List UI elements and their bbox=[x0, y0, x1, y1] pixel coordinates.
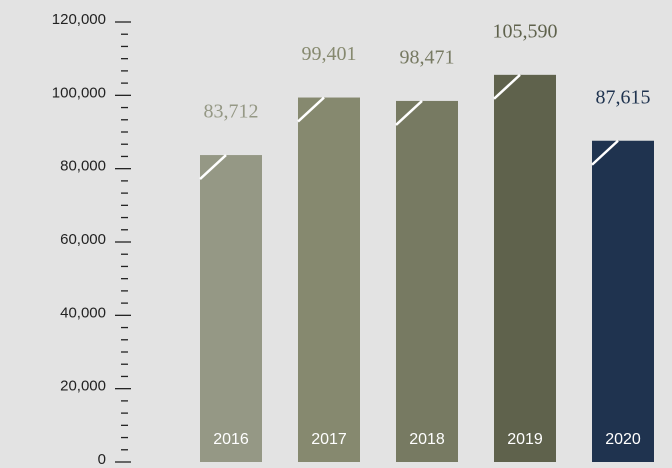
bar bbox=[494, 74, 556, 462]
y-tick-label: 80,000 bbox=[60, 158, 106, 175]
bar-accent bbox=[493, 73, 521, 100]
x-tick-label: 2019 bbox=[507, 431, 543, 448]
x-tick-label: 2017 bbox=[311, 431, 347, 448]
bar-accent bbox=[199, 154, 227, 180]
bar-accent bbox=[297, 96, 325, 123]
value-label: 105,590 bbox=[493, 20, 558, 42]
y-tick-label: 40,000 bbox=[60, 304, 106, 321]
bar-accent bbox=[395, 100, 423, 126]
value-label: 99,401 bbox=[302, 43, 357, 65]
value-label: 98,471 bbox=[400, 47, 455, 69]
y-tick-label: 100,000 bbox=[52, 84, 106, 101]
y-tick-label: 60,000 bbox=[60, 231, 106, 248]
bar bbox=[298, 97, 360, 462]
bar bbox=[592, 140, 654, 462]
bar bbox=[200, 155, 262, 462]
x-tick-label: 2020 bbox=[605, 431, 641, 448]
y-tick-label: 0 bbox=[98, 451, 106, 468]
y-tick-label: 20,000 bbox=[60, 378, 106, 395]
x-tick-label: 2016 bbox=[213, 431, 249, 448]
bar-accent bbox=[591, 139, 619, 166]
y-tick-label: 120,000 bbox=[52, 11, 106, 28]
value-label: 83,712 bbox=[204, 101, 259, 123]
bar bbox=[396, 100, 458, 462]
value-label: 87,615 bbox=[596, 86, 651, 108]
x-tick-label: 2018 bbox=[409, 431, 445, 448]
